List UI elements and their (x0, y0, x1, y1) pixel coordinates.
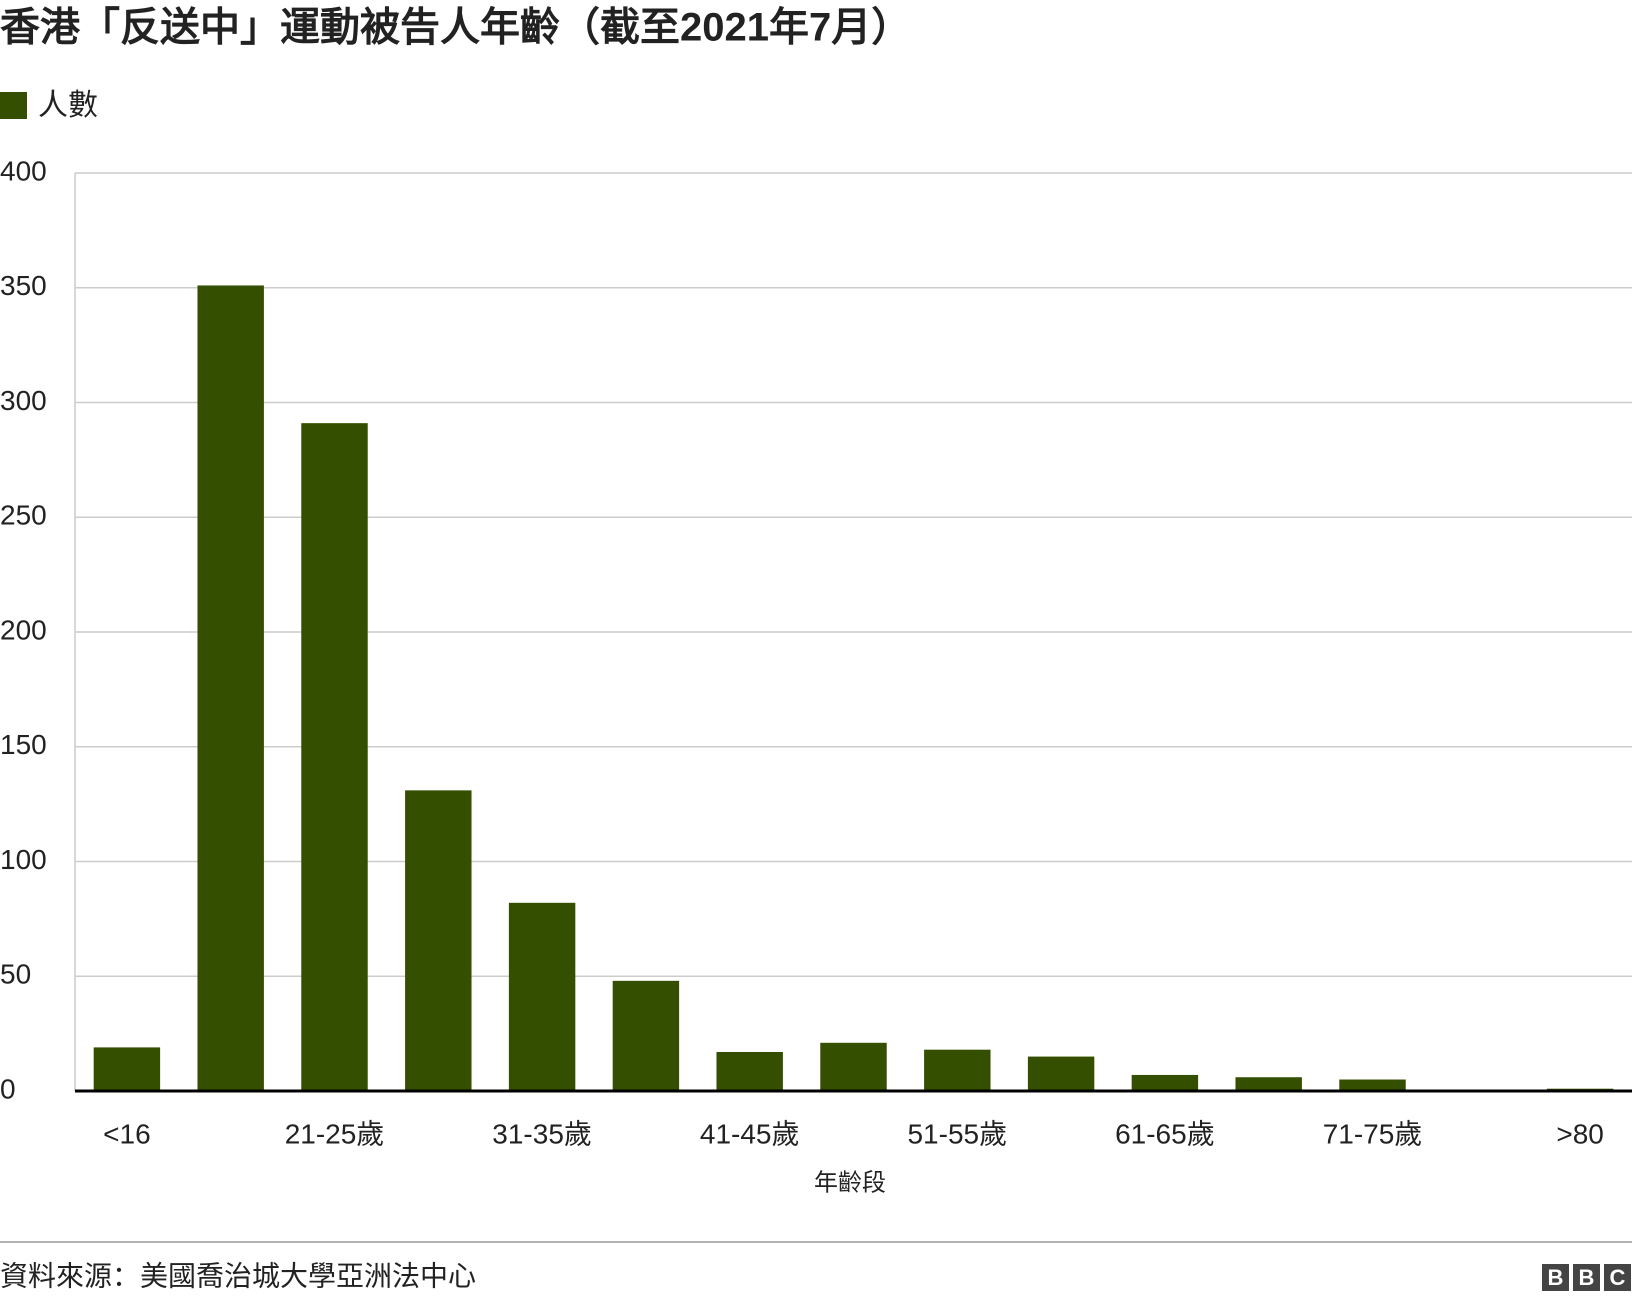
y-tick-label: 100 (0, 844, 47, 875)
bar (301, 423, 368, 1091)
x-tick-label: 61-65歲 (1115, 1118, 1215, 1149)
logo-letter: C (1610, 1265, 1626, 1290)
y-tick-label: 400 (0, 155, 47, 186)
y-tick-label: 150 (0, 729, 47, 760)
x-tick-label: <16 (103, 1118, 151, 1149)
logo-box (1542, 1264, 1569, 1291)
bar (924, 1049, 991, 1091)
x-tick-label: >80 (1556, 1118, 1604, 1149)
x-tick-label: 51-55歲 (907, 1118, 1007, 1149)
bar (820, 1042, 887, 1091)
y-tick-label: 250 (0, 500, 47, 531)
y-tick-label: 200 (0, 614, 47, 645)
bar (405, 790, 472, 1091)
bar (1027, 1056, 1095, 1091)
y-tick-label: 300 (0, 385, 47, 416)
x-tick-label: 41-45歲 (700, 1118, 800, 1149)
x-tick-label: 21-25歲 (285, 1118, 385, 1149)
x-axis-label: 年齡段 (814, 1169, 886, 1196)
bar (1339, 1079, 1406, 1091)
logo-box (1573, 1264, 1600, 1291)
bar (1235, 1077, 1302, 1091)
y-tick-label: 50 (0, 959, 31, 990)
bar (1131, 1074, 1199, 1091)
x-tick-label: 31-35歲 (492, 1118, 592, 1149)
legend-label: 人數 (38, 89, 98, 122)
bar (716, 1051, 783, 1091)
logo-letter: B (1579, 1265, 1595, 1290)
bar (612, 980, 680, 1091)
logo-letter: B (1548, 1265, 1564, 1290)
y-tick-label: 0 (0, 1073, 16, 1104)
logo-box (1604, 1264, 1631, 1291)
chart-title: 香港「反送中」運動被告人年齡（截至2021年7月） (0, 6, 911, 50)
bar (508, 902, 576, 1091)
x-tick-label: 71-75歲 (1323, 1118, 1423, 1149)
source: 資料來源：美國喬治城大學亞洲法中心 (0, 1260, 476, 1291)
y-tick-label: 350 (0, 270, 47, 301)
bar (197, 285, 264, 1092)
bar (93, 1047, 161, 1091)
legend-swatch (0, 92, 27, 119)
